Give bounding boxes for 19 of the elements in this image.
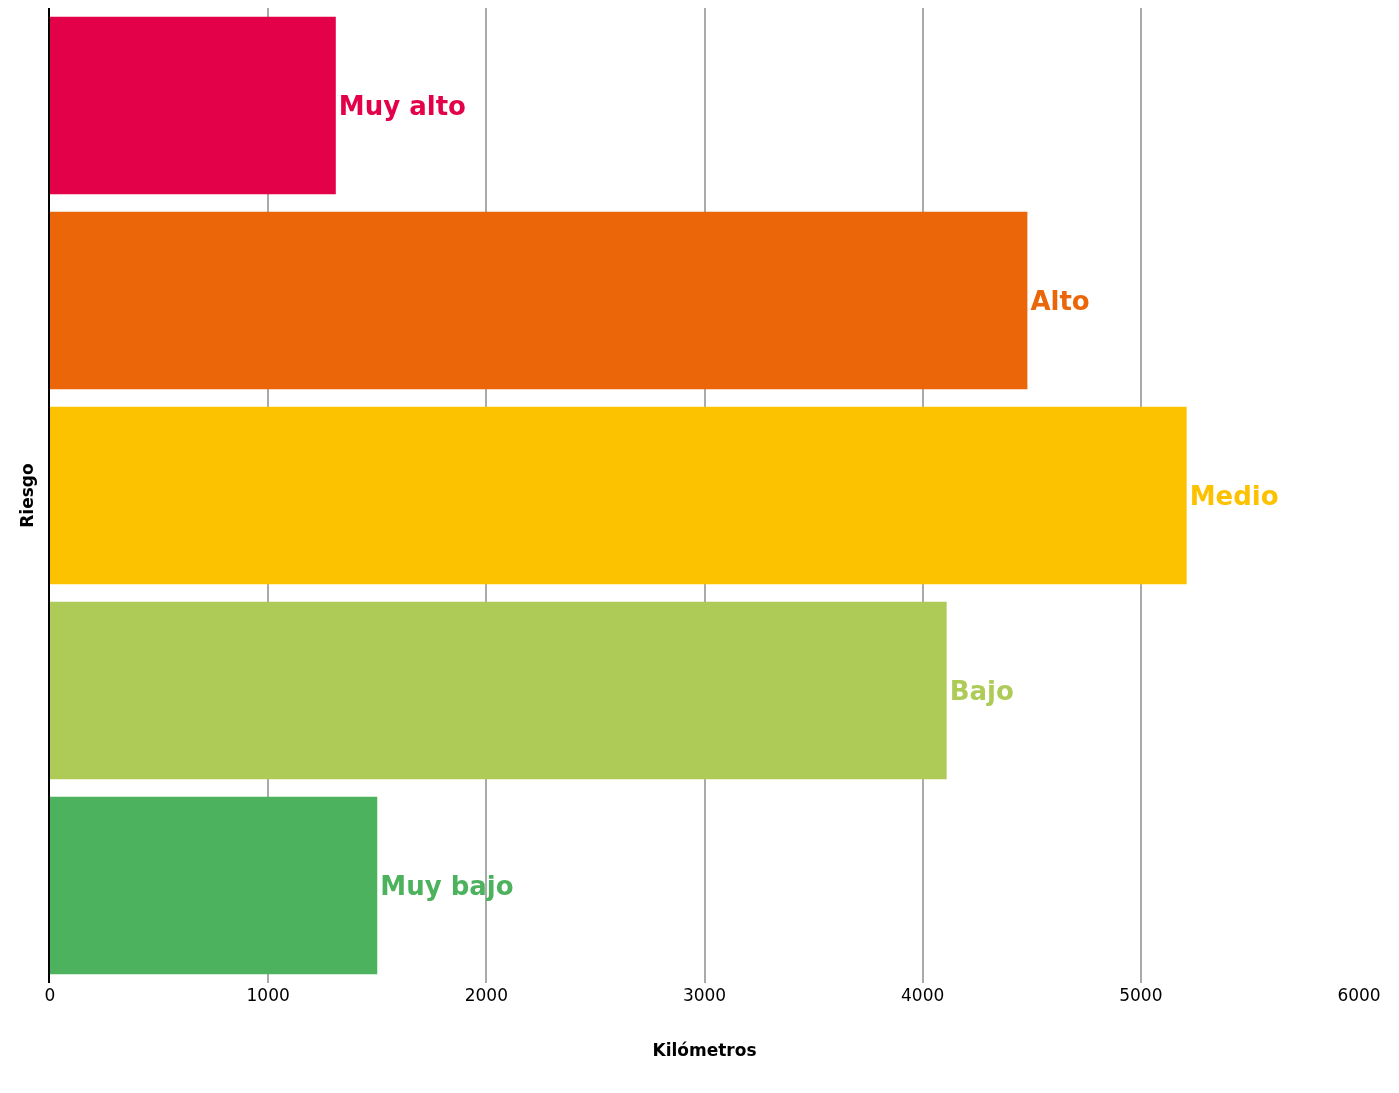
x-tick-label: 5000	[1119, 985, 1163, 1005]
x-tick-label: 1000	[246, 985, 290, 1005]
y-tick-label: Bajo	[949, 675, 1014, 706]
bar	[50, 211, 1028, 390]
x-axis-title: Kilómetros	[652, 1040, 757, 1061]
bar	[50, 601, 947, 780]
x-tick-label: 0	[44, 985, 56, 1005]
y-tick-label: Medio	[1189, 480, 1279, 511]
bar	[50, 16, 336, 195]
x-tick-label: 6000	[1337, 985, 1381, 1005]
y-tick-label: Alto	[1030, 285, 1090, 316]
x-tick-label: 4000	[901, 985, 945, 1005]
bar	[50, 796, 378, 975]
bar	[50, 406, 1187, 585]
x-tick-label: 2000	[464, 985, 508, 1005]
y-tick-label: Muy alto	[338, 90, 466, 121]
y-tick-label: Muy bajo	[380, 870, 514, 901]
x-tick-label: 3000	[682, 985, 727, 1005]
y-axis-title: Riesgo	[17, 463, 38, 528]
